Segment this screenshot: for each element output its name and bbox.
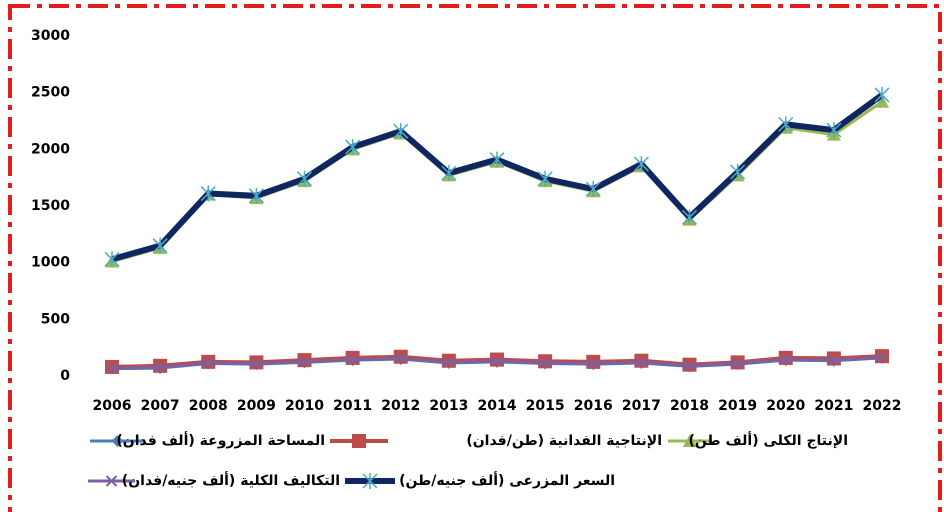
data-point — [778, 116, 794, 133]
data-point — [441, 353, 456, 368]
data-point — [778, 350, 793, 365]
x-tick-label: 2015 — [526, 398, 565, 414]
data-point — [874, 86, 890, 103]
data-point — [490, 352, 504, 367]
y-tick-label: 1500 — [31, 198, 70, 214]
x-tick-label: 2010 — [285, 398, 324, 414]
data-point — [346, 353, 359, 366]
x-tick-label: 2014 — [478, 398, 517, 414]
x-tick-label: 2017 — [622, 398, 661, 414]
x-tick-label: 2007 — [141, 398, 180, 414]
chart-border — [8, 4, 942, 512]
data-point — [826, 351, 841, 366]
data-point — [539, 357, 551, 369]
series-line — [111, 92, 884, 263]
x-tick-label: 2012 — [381, 398, 420, 414]
data-point — [154, 361, 166, 374]
data-point — [780, 353, 792, 366]
data-point — [634, 353, 649, 368]
legend-marker — [105, 475, 118, 487]
data-point — [587, 357, 599, 370]
legend-label: الإنتاجية الفدانية (طن/فدان) — [466, 433, 662, 449]
data-point — [393, 123, 409, 140]
data-point — [731, 357, 744, 370]
data-point — [297, 353, 312, 368]
data-point — [200, 185, 216, 202]
legend-marker — [352, 434, 366, 448]
data-point — [106, 362, 118, 374]
x-tick-label: 2009 — [237, 398, 276, 414]
data-point — [681, 209, 698, 226]
data-point — [826, 122, 842, 139]
data-point — [489, 151, 505, 168]
data-point — [683, 360, 696, 372]
x-tick-label: 2006 — [93, 398, 132, 414]
x-tick-label: 2018 — [670, 398, 709, 414]
data-point — [345, 350, 360, 365]
y-tick-label: 1000 — [31, 255, 70, 271]
data-point — [153, 358, 168, 373]
legend-label: السعر المزرعى (ألف جنيه/طن) — [399, 471, 615, 489]
y-tick-label: 0 — [60, 368, 70, 384]
data-point — [296, 170, 313, 187]
data-point — [395, 352, 407, 365]
x-tick-label: 2020 — [766, 398, 805, 414]
legend-label: التكاليف الكلية (ألف جنيه/فدان) — [122, 471, 340, 489]
data-point — [635, 356, 648, 369]
legend-marker — [111, 435, 124, 447]
x-tick-label: 2019 — [718, 398, 757, 414]
x-tick-label: 2011 — [333, 398, 372, 414]
data-point — [441, 165, 457, 182]
data-point — [104, 251, 120, 268]
x-tick-label: 2013 — [429, 398, 468, 414]
data-point — [876, 351, 888, 364]
data-point — [345, 139, 361, 156]
data-point — [152, 237, 168, 254]
data-point — [298, 356, 311, 368]
data-point — [248, 187, 264, 204]
data-point — [585, 181, 601, 197]
data-point — [730, 164, 746, 180]
data-point — [491, 355, 503, 367]
data-point — [538, 354, 553, 369]
y-tick-label: 500 — [41, 311, 70, 327]
legend-label: الإنتاج الكلى (ألف طن) — [688, 431, 848, 449]
series-line — [111, 100, 883, 263]
x-tick-label: 2016 — [574, 398, 613, 414]
data-point — [586, 354, 601, 369]
y-tick-label: 2000 — [31, 141, 70, 157]
data-point — [202, 357, 214, 369]
data-point — [250, 357, 263, 370]
legend-label: المساحة المزروعة (ألف فدان) — [116, 431, 325, 449]
x-tick-label: 2008 — [189, 398, 228, 414]
legend-marker — [362, 473, 378, 489]
x-tick-label: 2022 — [863, 398, 902, 414]
data-point — [828, 354, 840, 366]
legend-marker — [683, 434, 697, 447]
x-tick-label: 2021 — [814, 398, 853, 414]
y-tick-label: 2500 — [31, 85, 70, 101]
data-point — [633, 156, 649, 173]
y-tick-label: 3000 — [31, 28, 70, 44]
data-point — [537, 170, 553, 187]
data-point — [443, 356, 455, 369]
data-point — [393, 349, 408, 364]
